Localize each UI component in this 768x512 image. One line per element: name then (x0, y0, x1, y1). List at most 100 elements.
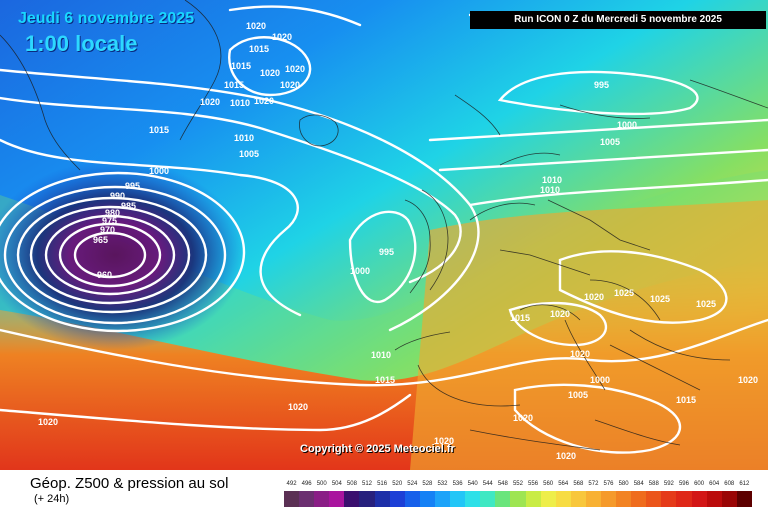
isobar-label: 1025 (696, 299, 716, 309)
isobar-label: 1005 (239, 149, 259, 159)
legend-label: 604 (709, 481, 720, 487)
legend-label: 520 (392, 481, 403, 487)
isobar-label: 1010 (540, 185, 560, 195)
isobar-label: 1010 (234, 133, 254, 143)
legend-label: 516 (377, 481, 388, 487)
legend-label: 544 (482, 481, 493, 487)
legend-swatch (329, 491, 345, 507)
legend-swatch (404, 491, 420, 507)
isobar-label: 995 (379, 247, 394, 257)
legend-swatch (510, 491, 526, 507)
legend-swatch (570, 491, 586, 507)
legend-swatch (631, 491, 647, 507)
isobar-label: 1015 (249, 44, 269, 54)
legend-swatches (284, 491, 752, 507)
legend-label: 580 (618, 481, 629, 487)
legend-swatch (374, 491, 390, 507)
isobar-label: 1020 (285, 64, 305, 74)
isobar-label: 1015 (375, 375, 395, 385)
legend-label: 552 (512, 481, 523, 487)
legend-label: 528 (422, 481, 433, 487)
legend-label: 592 (663, 481, 674, 487)
legend-label: 584 (633, 481, 644, 487)
legend-label: 556 (528, 481, 539, 487)
legend-label: 564 (558, 481, 569, 487)
isobar-label: 1020 (200, 97, 220, 107)
legend-swatch (465, 491, 481, 507)
legend-label: 492 (286, 481, 297, 487)
legend-label: 596 (678, 481, 689, 487)
legend-swatch (359, 491, 375, 507)
isobar-label: 1020 (254, 96, 274, 106)
legend-swatch (736, 491, 752, 507)
isobar-label: 1020 (434, 436, 454, 446)
forecast-offset: (+ 24h) (34, 493, 70, 505)
isobar-label: 960 (97, 270, 112, 280)
isobar-label: 1020 (513, 413, 533, 423)
isobar-label: 995 (594, 80, 609, 90)
isobar-label: 1000 (590, 375, 610, 385)
legend-label: 500 (316, 481, 327, 487)
legend-label: 540 (467, 481, 478, 487)
legend-label: 568 (573, 481, 584, 487)
legend-swatch (616, 491, 632, 507)
isobar-label: 1010 (542, 175, 562, 185)
legend-label: 572 (588, 481, 599, 487)
isobar-label: 1015 (149, 125, 169, 135)
forecast-time: 1:00 locale (25, 31, 138, 56)
isobar-label: 1025 (614, 288, 634, 298)
legend-swatch (450, 491, 466, 507)
isobar-label: 1015 (510, 313, 530, 323)
isobar-label: 965 (93, 235, 108, 245)
legend-label: 508 (346, 481, 357, 487)
legend-swatch (706, 491, 722, 507)
isobar-label: 1020 (550, 309, 570, 319)
isobar-label: 1015 (676, 395, 696, 405)
isobar-label: 1020 (738, 375, 758, 385)
legend-swatch (540, 491, 556, 507)
isobar-label: 1020 (584, 292, 604, 302)
isobar-label: 980 (105, 208, 120, 218)
legend-swatch (284, 491, 300, 507)
legend-label: 512 (362, 481, 373, 487)
legend-swatch (344, 491, 360, 507)
copyright: Copyright © 2025 Meteociel.fr (300, 443, 455, 455)
legend-label: 536 (452, 481, 463, 487)
legend-label: 608 (724, 481, 735, 487)
forecast-date: Jeudi 6 novembre 2025 (18, 10, 195, 27)
isobar-label: 1015 (224, 80, 244, 90)
legend-swatch (661, 491, 677, 507)
run-banner: Run ICON 0 Z du Mercredi 5 novembre 2025 (470, 11, 766, 29)
legend-label: 504 (331, 481, 342, 487)
legend-swatch (676, 491, 692, 507)
isobar-label: 1000 (149, 166, 169, 176)
isobar-label: 990 (110, 191, 125, 201)
isobar-label: 1020 (280, 80, 300, 90)
isobar-label: 995 (125, 181, 140, 191)
legend-label: 612 (739, 481, 750, 487)
isobar-label: 1020 (38, 417, 58, 427)
legend-swatch (646, 491, 662, 507)
legend-label: 576 (603, 481, 614, 487)
legend-swatch (299, 491, 315, 507)
isobar-label: 1020 (570, 349, 590, 359)
isobar-label: 975 (102, 216, 117, 226)
isobar-label: 970 (100, 225, 115, 235)
isobar-label: 1010 (371, 350, 391, 360)
legend-swatch (525, 491, 541, 507)
isobar-label: 1020 (260, 68, 280, 78)
map-caption: Géop. Z500 & pression au sol (30, 475, 229, 492)
legend-label: 548 (497, 481, 508, 487)
legend-label: 532 (437, 481, 448, 487)
legend-swatch (555, 491, 571, 507)
legend-swatch (434, 491, 451, 507)
isobar-label: 1020 (246, 21, 266, 31)
isobar-label: 1005 (600, 137, 620, 147)
weather-map: 1020 1015 1020 1015 1020 1020 1020 1015 … (0, 0, 768, 470)
legend-swatch (600, 491, 617, 507)
legend-swatch (721, 491, 737, 507)
isobar-label: 1000 (617, 120, 637, 130)
color-legend: 492 496 500 504 508 512 516 520 524 528 532 536 540 5… (284, 479, 752, 509)
legend-label: 524 (407, 481, 418, 487)
